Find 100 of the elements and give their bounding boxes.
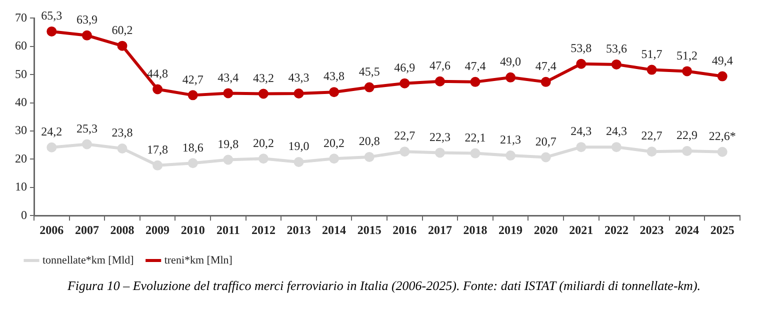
data-label: 47,4: [464, 59, 486, 74]
y-tick-label: 20: [15, 151, 27, 166]
data-label: 24,3: [606, 124, 627, 138]
point: [364, 152, 374, 162]
data-label: 20,8: [358, 134, 380, 148]
x-tick-label: 2023: [640, 222, 664, 237]
point: [400, 78, 410, 88]
text: Figura 10 – Evoluzione del traffico merci ferroviario in Italia (2006-2025). Fonte: dati ISTAT (miliardi di tonnellate-km).: [66, 277, 702, 295]
y-tick-label: 50: [15, 66, 27, 81]
point: [223, 154, 234, 165]
point: [188, 158, 198, 168]
point: [329, 154, 340, 164]
data-label: 60,2: [112, 22, 133, 37]
point: [540, 76, 551, 87]
x-tick-label: 2011: [216, 222, 240, 237]
data-label: 20,2: [252, 136, 274, 150]
x-tick-label: 2025: [710, 222, 734, 237]
point: [506, 150, 516, 161]
y-tick-label: 10: [15, 180, 27, 194]
point: [682, 146, 692, 156]
data-label: 42,7: [182, 72, 204, 86]
data-label: 22,1: [464, 130, 486, 144]
point: [506, 72, 516, 82]
x-tick-label: 2020: [534, 222, 558, 237]
data-label: 17,8: [147, 142, 168, 157]
data-label: 45,5: [358, 64, 380, 78]
y-tick-label: 0: [21, 208, 27, 222]
point: [188, 90, 198, 100]
point: [46, 26, 57, 36]
x-tick-label: 2022: [604, 222, 628, 237]
data-label: 21,3: [500, 132, 522, 147]
data-label: 53,6: [606, 42, 627, 56]
point: [152, 160, 163, 170]
point: [576, 142, 586, 152]
point: [364, 82, 374, 92]
data-label: 22,6*: [708, 129, 736, 144]
y-tick-label: 40: [15, 94, 27, 109]
point: [82, 30, 92, 40]
data-label: 65,3: [41, 8, 62, 23]
x-tick-label: 2014: [322, 222, 346, 237]
data-label: 51,2: [676, 48, 698, 62]
point: [82, 139, 92, 150]
point: [294, 157, 304, 168]
point: [611, 59, 622, 70]
point: [540, 152, 551, 162]
point: [646, 64, 657, 75]
point: [223, 88, 234, 98]
x-tick-label: 2021: [569, 222, 594, 237]
x-tick-label: 2018: [463, 222, 488, 237]
y-tick-label: 30: [15, 123, 27, 138]
point: [576, 58, 586, 69]
data-label: 24,2: [41, 124, 62, 139]
data-label: 43,2: [252, 70, 274, 85]
data-label: 53,8: [570, 41, 592, 56]
point: [400, 146, 410, 157]
point: [117, 143, 128, 154]
x-tick-label: 2007: [74, 222, 99, 237]
point: [470, 76, 480, 87]
point: [117, 40, 128, 51]
data-label: 63,9: [76, 12, 98, 27]
data-label: 22,7: [394, 128, 416, 143]
data-label: 19,0: [288, 139, 310, 154]
legend-label: treni*km [Mln]: [164, 254, 232, 266]
point: [682, 66, 692, 76]
point: [258, 154, 268, 164]
point: [717, 71, 728, 82]
y-tick-label: 70: [15, 10, 27, 24]
data-label: 51,7: [641, 46, 662, 61]
point: [470, 148, 480, 158]
x-tick-label: 2024: [675, 222, 700, 237]
point: [46, 142, 57, 152]
point: [434, 148, 445, 158]
data-label: 20,2: [324, 136, 345, 150]
point: [258, 88, 268, 99]
data-label: 23,8: [112, 126, 133, 140]
point: [329, 87, 340, 98]
data-label: 22,3: [429, 130, 450, 144]
x-tick-label: 2006: [40, 222, 64, 237]
data-label: 47,4: [535, 59, 556, 74]
data-label: 43,4: [218, 70, 239, 84]
legend-label: tonnellate*km [Mld]: [42, 254, 134, 266]
data-label: 43,3: [288, 70, 310, 85]
data-label: 20,7: [535, 134, 556, 148]
x-tick-label: 2012: [251, 222, 276, 237]
x-tick-label: 2019: [498, 222, 523, 237]
x-tick-label: 2017: [428, 222, 452, 237]
x-tick-label: 2013: [286, 222, 311, 237]
data-label: 19,8: [218, 136, 239, 151]
y-tick-label: 60: [15, 38, 27, 53]
point: [294, 88, 304, 98]
data-label: 18,6: [182, 140, 204, 154]
x-tick-label: 2008: [110, 222, 134, 237]
point: [434, 76, 445, 86]
x-tick-label: 2010: [180, 222, 205, 237]
data-label: 47,6: [429, 58, 450, 73]
data-label: 25,3: [76, 121, 98, 136]
x-tick-label: 2016: [392, 222, 417, 237]
data-label: 49,4: [712, 53, 733, 68]
data-label: 22,9: [676, 128, 698, 142]
x-tick-label: 2015: [357, 222, 382, 237]
